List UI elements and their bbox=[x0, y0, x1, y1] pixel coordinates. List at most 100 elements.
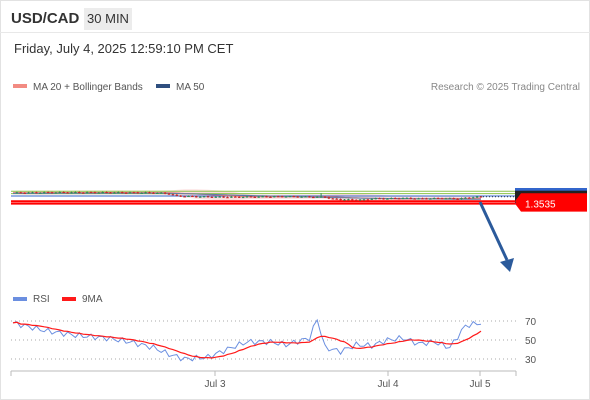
candle bbox=[187, 195, 190, 198]
candle bbox=[261, 195, 264, 198]
ma20-legend-label: MA 20 + Bollinger Bands bbox=[33, 82, 143, 93]
candle bbox=[117, 191, 120, 194]
candle bbox=[198, 196, 202, 198]
candle bbox=[97, 192, 101, 194]
candle bbox=[374, 197, 377, 200]
forecast-arrow bbox=[478, 201, 514, 272]
candle bbox=[23, 192, 26, 194]
candle bbox=[245, 195, 249, 198]
candle bbox=[460, 197, 463, 200]
rsi-grid: 70 50 30 bbox=[11, 317, 537, 366]
candle bbox=[183, 195, 186, 198]
candle bbox=[241, 196, 245, 199]
candle bbox=[58, 191, 62, 194]
candle bbox=[15, 191, 19, 194]
candle bbox=[237, 196, 241, 199]
candle bbox=[202, 195, 206, 198]
ma50-legend-swatch bbox=[156, 84, 170, 88]
symbol-title: USD/CAD bbox=[11, 10, 80, 27]
candle bbox=[378, 197, 381, 200]
candle bbox=[50, 191, 54, 194]
candle bbox=[432, 197, 436, 200]
candle bbox=[171, 193, 175, 196]
candle bbox=[163, 192, 167, 195]
candle bbox=[351, 198, 354, 201]
candle bbox=[405, 197, 409, 199]
candle bbox=[397, 197, 401, 200]
candle bbox=[230, 196, 233, 198]
candle bbox=[195, 195, 198, 198]
candle bbox=[393, 197, 397, 200]
candle bbox=[113, 191, 116, 194]
candle bbox=[253, 196, 257, 198]
candle bbox=[300, 196, 303, 198]
candle bbox=[308, 195, 311, 198]
candle bbox=[475, 195, 479, 198]
candle bbox=[35, 191, 38, 194]
candle bbox=[120, 191, 124, 194]
chart-datetime: Friday, July 4, 2025 12:59:10 PM CET bbox=[14, 41, 234, 56]
candle bbox=[366, 198, 370, 201]
candle bbox=[339, 198, 342, 201]
candle bbox=[444, 197, 448, 200]
candle bbox=[46, 191, 50, 194]
rsi-legend-label: RSI bbox=[33, 294, 50, 305]
candle bbox=[288, 195, 292, 198]
candle bbox=[335, 198, 338, 200]
candle bbox=[452, 197, 455, 200]
header-divider bbox=[0, 32, 590, 33]
candle bbox=[27, 191, 30, 194]
ma50-legend-label: MA 50 bbox=[176, 82, 205, 93]
candle bbox=[234, 196, 237, 198]
candle bbox=[109, 191, 112, 194]
candle bbox=[31, 191, 34, 194]
ma9-legend-swatch bbox=[62, 297, 76, 301]
candle bbox=[19, 191, 23, 194]
candle bbox=[124, 192, 128, 194]
candle bbox=[273, 195, 276, 198]
candle bbox=[128, 191, 132, 194]
x-tick-label: Jul 4 bbox=[377, 379, 399, 390]
source-label: Research © 2025 Trading Central bbox=[431, 82, 580, 93]
candle bbox=[136, 191, 140, 194]
candle bbox=[429, 198, 432, 200]
candle bbox=[152, 192, 155, 194]
candle bbox=[436, 197, 440, 200]
candle bbox=[343, 199, 346, 201]
candle bbox=[210, 196, 214, 198]
candlesticks bbox=[15, 191, 483, 201]
rsi-legend-swatch bbox=[13, 297, 27, 301]
candle bbox=[479, 195, 483, 198]
candle bbox=[257, 196, 260, 198]
rsi-lines bbox=[12, 318, 482, 362]
candle bbox=[222, 196, 225, 198]
timeframe-badge[interactable]: 30 MIN bbox=[84, 8, 132, 30]
support-box bbox=[515, 195, 587, 212]
candle bbox=[226, 196, 229, 199]
candle bbox=[93, 191, 97, 194]
candle bbox=[471, 196, 475, 199]
candle bbox=[370, 198, 374, 201]
candle bbox=[78, 191, 81, 194]
candle bbox=[159, 192, 163, 194]
rsi-line bbox=[12, 318, 482, 362]
x-tick-label: Jul 3 bbox=[204, 379, 226, 390]
candle bbox=[296, 195, 299, 198]
candle bbox=[468, 197, 471, 199]
candle bbox=[413, 198, 416, 200]
candle bbox=[292, 195, 296, 198]
candle bbox=[206, 195, 210, 198]
candle bbox=[70, 191, 73, 194]
candle bbox=[81, 192, 85, 194]
candle bbox=[156, 192, 159, 194]
candle bbox=[42, 191, 46, 194]
candle bbox=[167, 193, 171, 195]
candle bbox=[66, 191, 69, 194]
rsi-tick-label: 30 bbox=[525, 355, 537, 366]
candle bbox=[362, 198, 366, 201]
candle bbox=[386, 198, 389, 200]
candle bbox=[89, 191, 93, 194]
candle bbox=[214, 196, 218, 198]
candle bbox=[323, 196, 327, 198]
